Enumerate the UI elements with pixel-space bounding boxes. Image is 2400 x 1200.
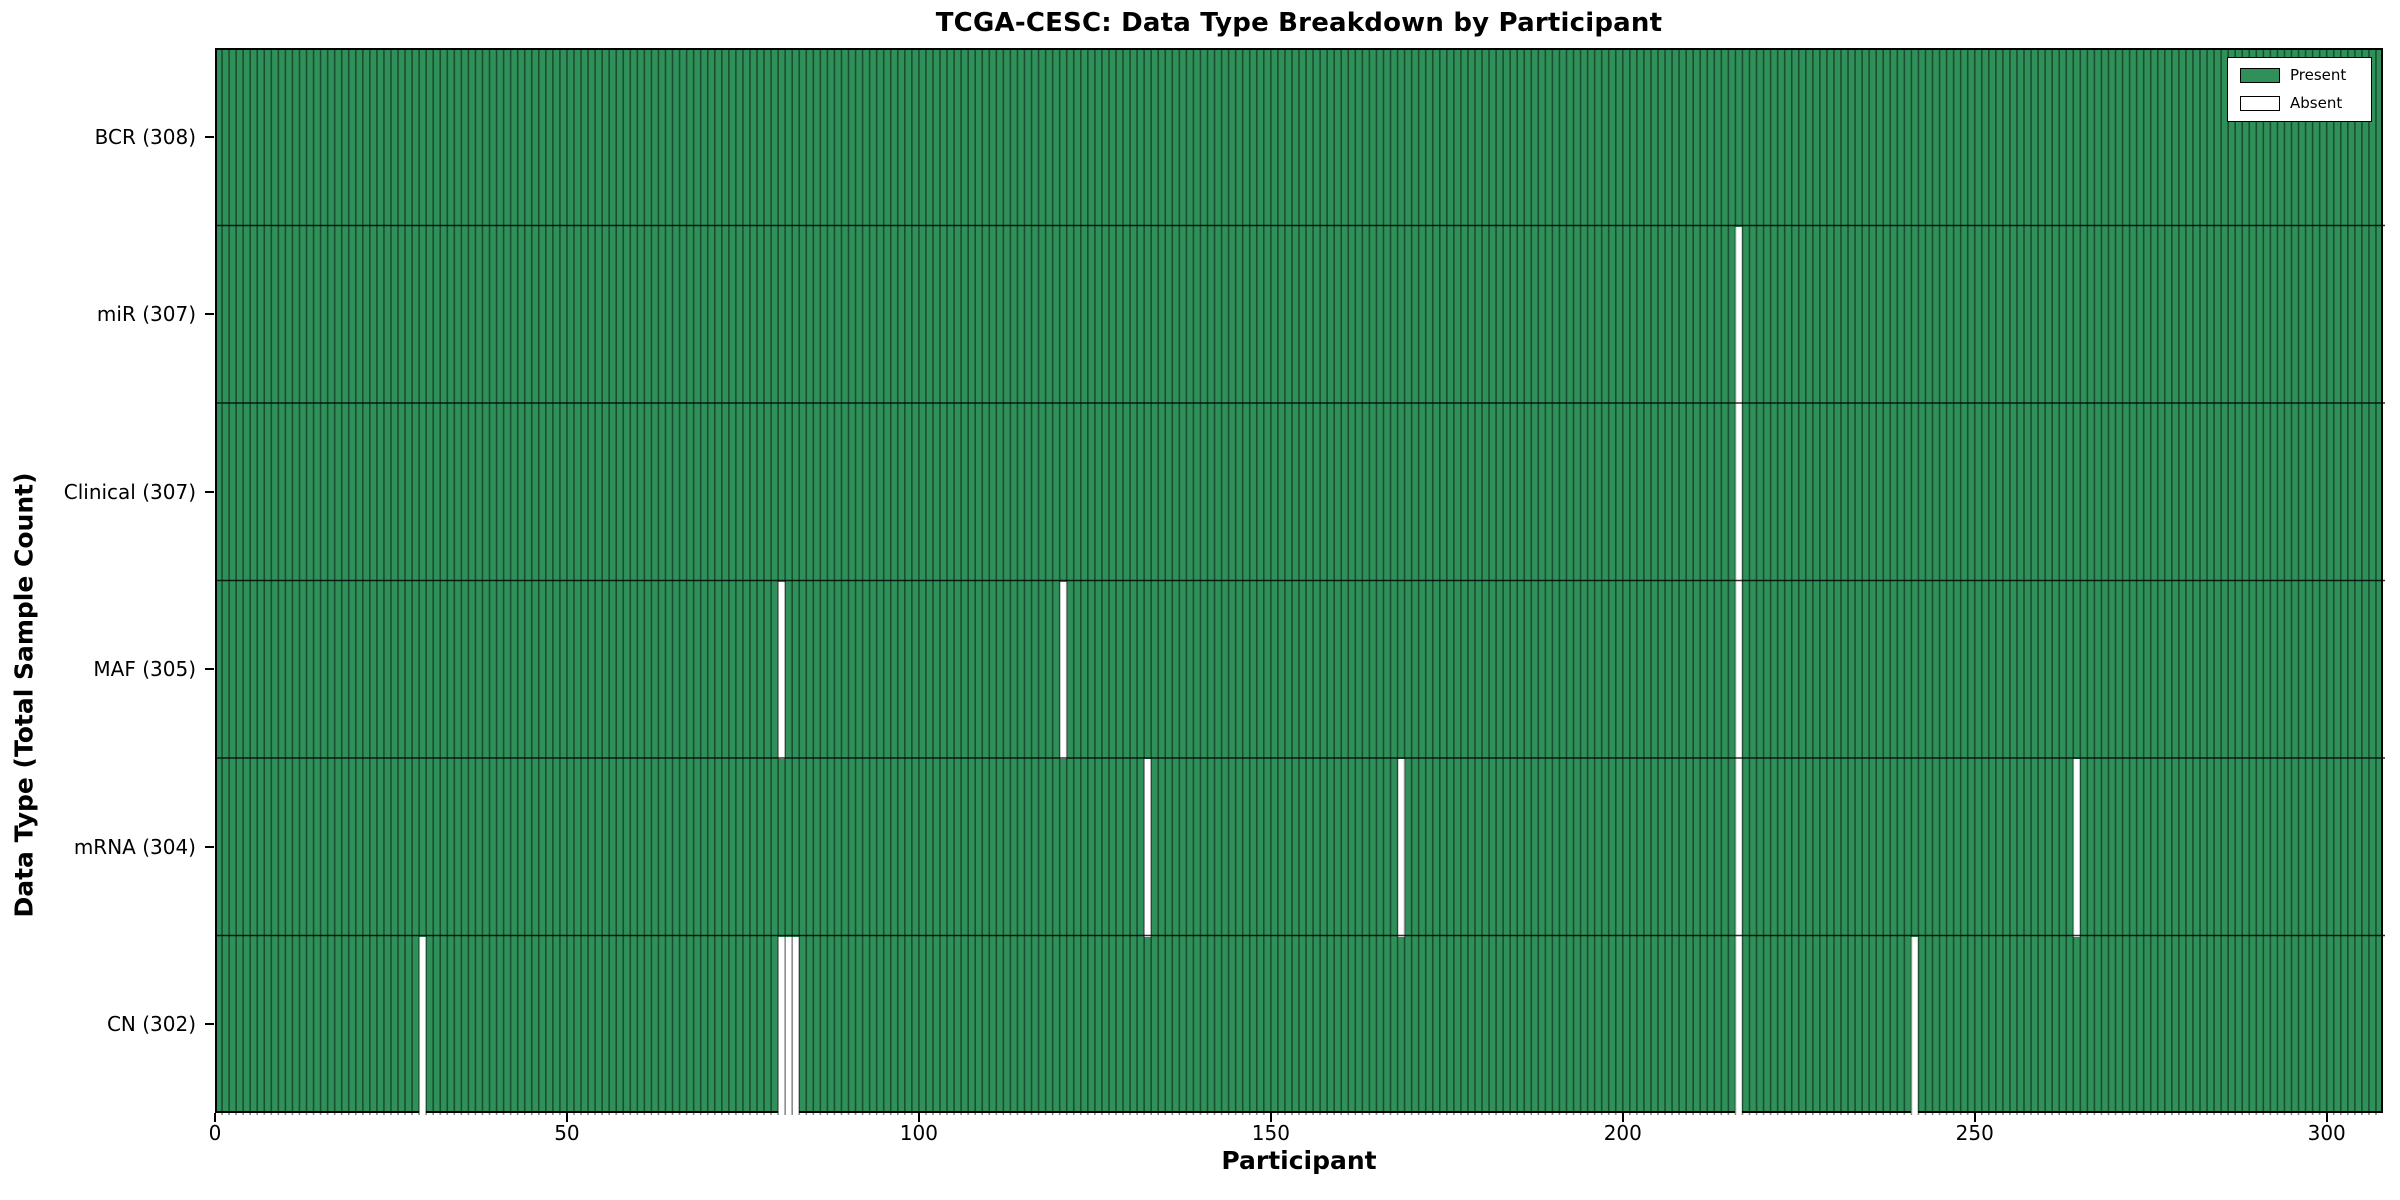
absent-bar <box>1735 226 1743 404</box>
absent-bar <box>778 936 786 1114</box>
ytick-label: miR (307) <box>96 302 196 327</box>
ytick-mark <box>205 1023 214 1026</box>
xtick-label: 250 <box>1955 1121 1994 1145</box>
xtick-label: 150 <box>1251 1121 1290 1145</box>
ytick-label: mRNA (304) <box>73 834 196 859</box>
absent-bar <box>778 581 786 759</box>
xtick-mark <box>565 1113 568 1122</box>
x-axis-label: Participant <box>1221 1146 1377 1175</box>
xtick-mark <box>917 1113 920 1122</box>
absent-bar <box>419 936 427 1114</box>
ytick-mark <box>205 135 214 138</box>
bar-edges-overlay <box>217 50 2385 1115</box>
ytick-label: BCR (308) <box>94 124 196 149</box>
xtick-label: 100 <box>899 1121 938 1145</box>
legend-present-label: Present <box>2290 66 2347 84</box>
legend-entry-present: Present <box>2240 66 2347 84</box>
xtick-mark <box>214 1113 216 1122</box>
absent-bar <box>1144 759 1152 937</box>
ytick-mark <box>205 313 214 316</box>
chart-title: TCGA-CESC: Data Type Breakdown by Partic… <box>935 8 1663 38</box>
absent-bar <box>1059 581 1067 759</box>
ytick-label: Clinical (307) <box>63 479 196 504</box>
xtick-label: 200 <box>1603 1121 1642 1145</box>
absent-bar <box>1735 581 1743 759</box>
absent-bar <box>1735 936 1743 1114</box>
ytick-label: MAF (305) <box>93 657 196 682</box>
xtick-mark <box>2325 1113 2328 1122</box>
legend-absent-label: Absent <box>2290 94 2343 112</box>
legend: Present Absent <box>2227 57 2372 122</box>
ytick-mark <box>205 490 214 493</box>
xtick-mark <box>1621 1113 1624 1122</box>
absent-bar <box>2073 759 2081 937</box>
absent-bar <box>1735 759 1743 937</box>
absent-bar <box>1911 936 1919 1114</box>
absent-bar <box>792 936 800 1114</box>
absent-bar <box>1735 404 1743 582</box>
ytick-mark <box>205 845 214 848</box>
xtick-mark <box>1269 1113 1272 1122</box>
ytick-label: CN (302) <box>106 1012 196 1037</box>
xtick-label: 300 <box>2307 1121 2346 1145</box>
absent-bar <box>1397 759 1405 937</box>
xtick-label: 50 <box>554 1121 580 1145</box>
absent-bar <box>785 936 793 1114</box>
legend-absent-swatch <box>2240 95 2280 111</box>
plot-area <box>215 48 2385 1115</box>
xtick-mark <box>1973 1113 1976 1122</box>
legend-entry-absent: Absent <box>2240 94 2343 112</box>
xtick-label: 0 <box>208 1121 222 1145</box>
ytick-mark <box>205 668 214 671</box>
legend-present-swatch <box>2240 67 2280 83</box>
